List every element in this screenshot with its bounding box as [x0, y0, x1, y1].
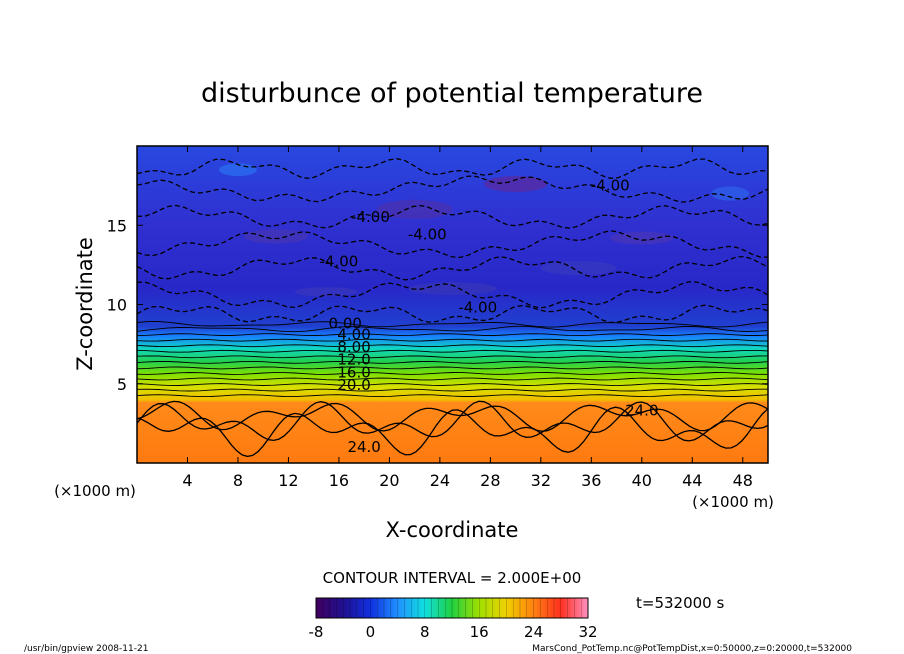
x-axis-label: X-coordinate — [386, 518, 519, 542]
contour-label: 24.0 — [347, 438, 380, 456]
contour-interval-text: CONTOUR INTERVAL = 2.000E+00 — [323, 569, 582, 587]
anomaly-blob — [244, 229, 308, 244]
contour-line — [136, 394, 769, 398]
colorbar: -8 0 8 16 24 32 — [309, 597, 598, 641]
contour-line — [136, 321, 769, 328]
contour-line — [136, 355, 769, 359]
colorbar-tick-label: 24 — [524, 623, 543, 641]
contour-line — [136, 338, 769, 342]
time-text: t=532000 s — [636, 594, 724, 612]
contour-line — [136, 360, 769, 364]
contour-labels: -4.00 -4.00 -4.00 -4.00 -4.00 0.004.008.0012.… — [320, 176, 659, 456]
contour-line — [136, 325, 769, 333]
x-axis-ticks: 4 8 12 16 20 24 28 32 36 40 44 48 — [182, 146, 753, 490]
colorbar-tick-label: 16 — [470, 623, 489, 641]
contour-label: 20.0 — [337, 376, 370, 394]
contour-line-negative — [136, 204, 769, 229]
contour-line-negative — [136, 304, 769, 324]
x-tick-label: 20 — [379, 471, 399, 490]
x-tick-label: 4 — [182, 471, 192, 490]
x-tick-label: 16 — [329, 471, 349, 490]
anomaly-blob — [408, 282, 497, 295]
contour-line-24 — [136, 400, 769, 442]
contour-label: -4.00 — [458, 298, 497, 316]
colorbar-tick-label: 8 — [420, 623, 430, 641]
contour-label: 8.00 — [337, 338, 370, 356]
y-tick-label: 10 — [107, 296, 127, 315]
anomaly-blob — [610, 231, 674, 245]
contour-label: 4.00 — [337, 325, 370, 343]
contour-label: -4.00 — [320, 252, 359, 270]
contour-label: 12.0 — [337, 351, 370, 369]
y-tick-label: 15 — [107, 216, 127, 235]
anomaly-blob — [294, 287, 358, 297]
y-axis-ticks: 5 10 15 — [107, 216, 768, 394]
x-tick-label: 28 — [480, 471, 500, 490]
x-tick-label: 48 — [733, 471, 753, 490]
colorbar-tick-label: 0 — [366, 623, 376, 641]
anomaly-blob — [484, 176, 548, 192]
contour-label: -4.00 — [351, 208, 390, 226]
plot-area: -4.00 -4.00 -4.00 -4.00 -4.00 0.004.008.0012.… — [107, 145, 769, 490]
x-tick-label: 8 — [233, 471, 243, 490]
contour-line-negative — [136, 175, 769, 203]
chart-title: disturbunce of potential temperature — [201, 78, 703, 109]
contour-line — [136, 388, 768, 392]
contour-line — [136, 372, 769, 375]
x-unit-label: (×1000 m) — [692, 493, 774, 511]
x-tick-label: 40 — [632, 471, 652, 490]
contour-label: 0.00 — [329, 314, 362, 332]
x-tick-label: 32 — [531, 471, 551, 490]
contour-label: -4.00 — [591, 176, 630, 194]
y-tick-label: 5 — [117, 375, 127, 394]
contour-label: -4.00 — [408, 226, 447, 244]
x-tick-label: 24 — [430, 471, 450, 490]
contour-line — [136, 344, 769, 348]
x-tick-label: 44 — [682, 471, 702, 490]
contour-line-negative — [136, 230, 769, 259]
colorbar-tick-label: -8 — [309, 623, 324, 641]
footer-right: MarsCond_PotTemp.nc@PotTempDist,x=0:5000… — [532, 644, 852, 654]
colorbar-ticks: -8 0 8 16 24 32 — [309, 598, 598, 641]
contour-line-negative — [136, 158, 769, 179]
contour-line — [136, 333, 769, 337]
anomaly-blob — [711, 186, 750, 201]
contour-line-negative — [136, 281, 769, 309]
contour-lines — [136, 158, 769, 458]
contour-line — [136, 349, 769, 353]
footer-left: /usr/bin/gpview 2008-11-21 — [24, 644, 148, 654]
y-axis-label: Z-coordinate — [73, 237, 97, 371]
contour-line-negative — [136, 255, 769, 281]
anomaly-blob — [540, 260, 617, 276]
y-unit-label: (×1000 m) — [54, 482, 136, 500]
contour-line — [136, 377, 769, 381]
x-tick-label: 36 — [581, 471, 601, 490]
field-anomalies — [219, 163, 750, 297]
contour-line — [136, 383, 769, 386]
anomaly-blob — [376, 199, 453, 219]
contour-label: 24.0 — [625, 401, 658, 419]
anomaly-blob — [219, 163, 257, 177]
x-tick-label: 12 — [278, 471, 298, 490]
contour-line-24 — [136, 406, 769, 458]
contour-label: 16.0 — [337, 363, 370, 381]
colorbar-tick-label: 32 — [578, 623, 597, 641]
contour-line-24 — [136, 400, 769, 432]
contour-line — [136, 366, 769, 370]
